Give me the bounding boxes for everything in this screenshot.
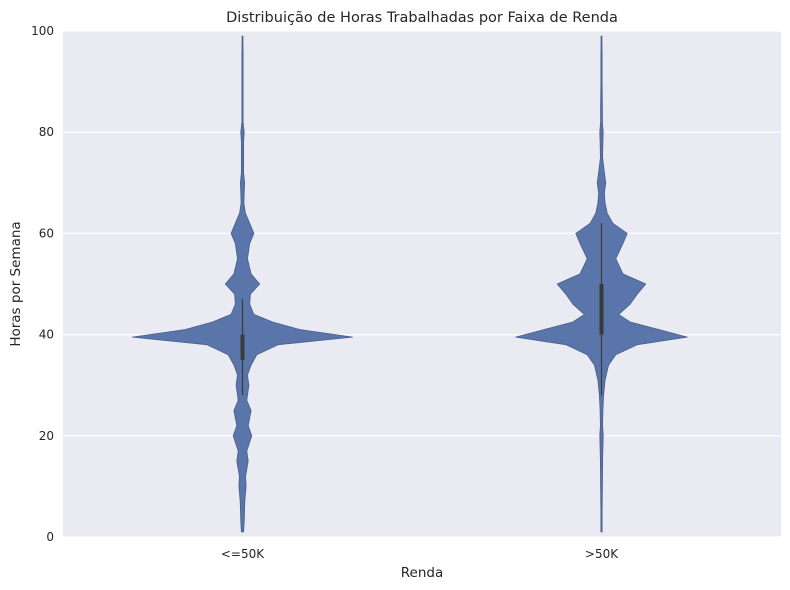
violin-iqr-box	[240, 334, 245, 360]
y-tick-label: 80	[39, 125, 54, 139]
chart-title: Distribuição de Horas Trabalhadas por Fa…	[226, 10, 618, 26]
x-tick-label: <=50K	[221, 547, 265, 561]
violin-iqr-box	[599, 284, 604, 335]
y-tick-label: 100	[31, 24, 54, 38]
x-tick-labels: <=50K >50K	[221, 547, 619, 561]
plot-background	[63, 31, 781, 537]
violin-low-income	[132, 35, 353, 533]
y-tick-labels: 0 20 40 60 80 100	[31, 24, 54, 544]
y-tick-label: 40	[39, 328, 54, 342]
y-tick-label: 0	[46, 530, 54, 544]
y-tick-label: 60	[39, 226, 54, 240]
x-tick-label: >50K	[585, 547, 619, 561]
violins	[132, 35, 688, 533]
y-tick-label: 20	[39, 429, 54, 443]
x-axis-label: Renda	[401, 565, 443, 581]
y-axis-label: Horas por Semana	[8, 221, 24, 346]
